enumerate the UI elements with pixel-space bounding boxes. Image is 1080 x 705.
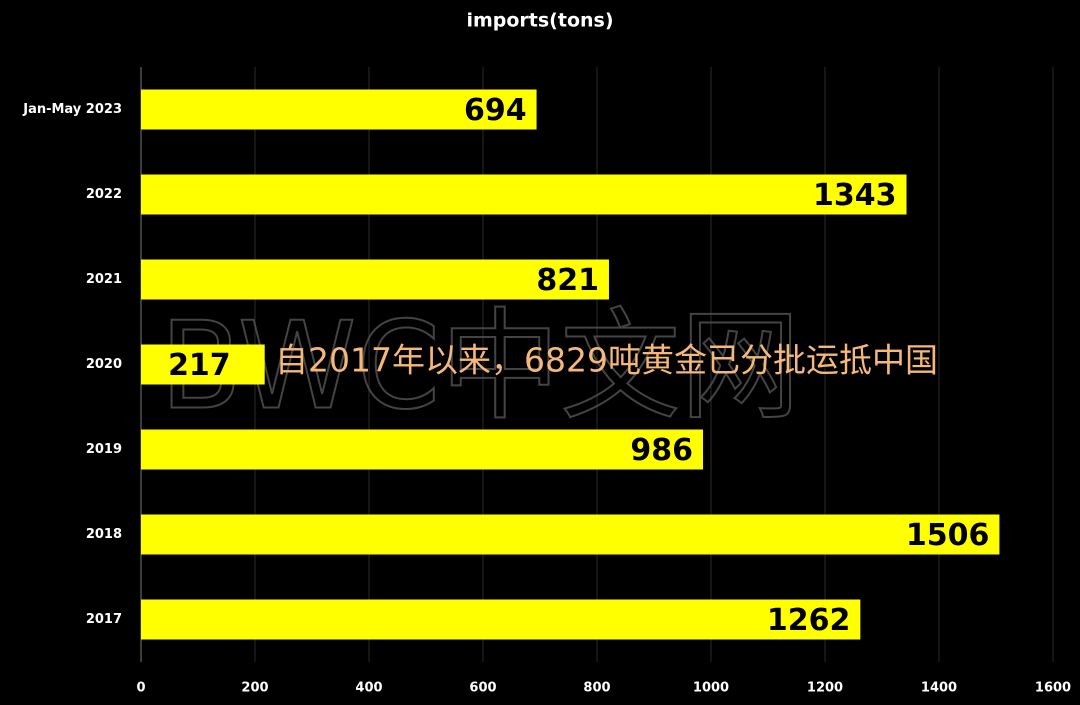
x-tick-label: 200: [241, 681, 268, 696]
y-tick-label: 2019: [86, 442, 122, 457]
y-tick-label: 2021: [86, 272, 122, 287]
data-label: 694: [464, 93, 527, 128]
data-label: 1343: [813, 178, 897, 213]
y-tick-label: 2022: [86, 187, 122, 202]
bar: [141, 259, 609, 300]
data-label: 1506: [906, 518, 990, 553]
data-label: 1262: [767, 603, 851, 638]
y-tick-label: Jan-May 2023: [22, 102, 122, 117]
data-label: 821: [536, 263, 599, 298]
annotation: 自2017年以来，6829吨黄金已分批运抵中国: [275, 341, 938, 380]
bar: [141, 429, 704, 470]
x-tick-label: 600: [469, 681, 496, 696]
chart-title: imports(tons): [466, 10, 613, 32]
y-tick-label: 2017: [86, 612, 122, 627]
bar: [141, 344, 265, 385]
watermark: BWC中文网: [160, 298, 801, 437]
x-tick-label: 1400: [921, 681, 957, 696]
data-label: 986: [630, 433, 693, 468]
x-tick-label: 1000: [693, 681, 729, 696]
bar: [141, 599, 861, 640]
y-tick-label: 2020: [86, 357, 122, 372]
data-label: 217: [168, 348, 231, 383]
bar: [141, 514, 1000, 555]
x-tick-label: 1600: [1035, 681, 1071, 696]
bar: [141, 174, 907, 215]
x-tick-label: 1200: [807, 681, 843, 696]
x-tick-label: 0: [136, 681, 145, 696]
y-tick-label: 2018: [86, 527, 122, 542]
bar: [141, 89, 537, 130]
x-tick-label: 400: [355, 681, 382, 696]
x-tick-label: 800: [583, 681, 610, 696]
